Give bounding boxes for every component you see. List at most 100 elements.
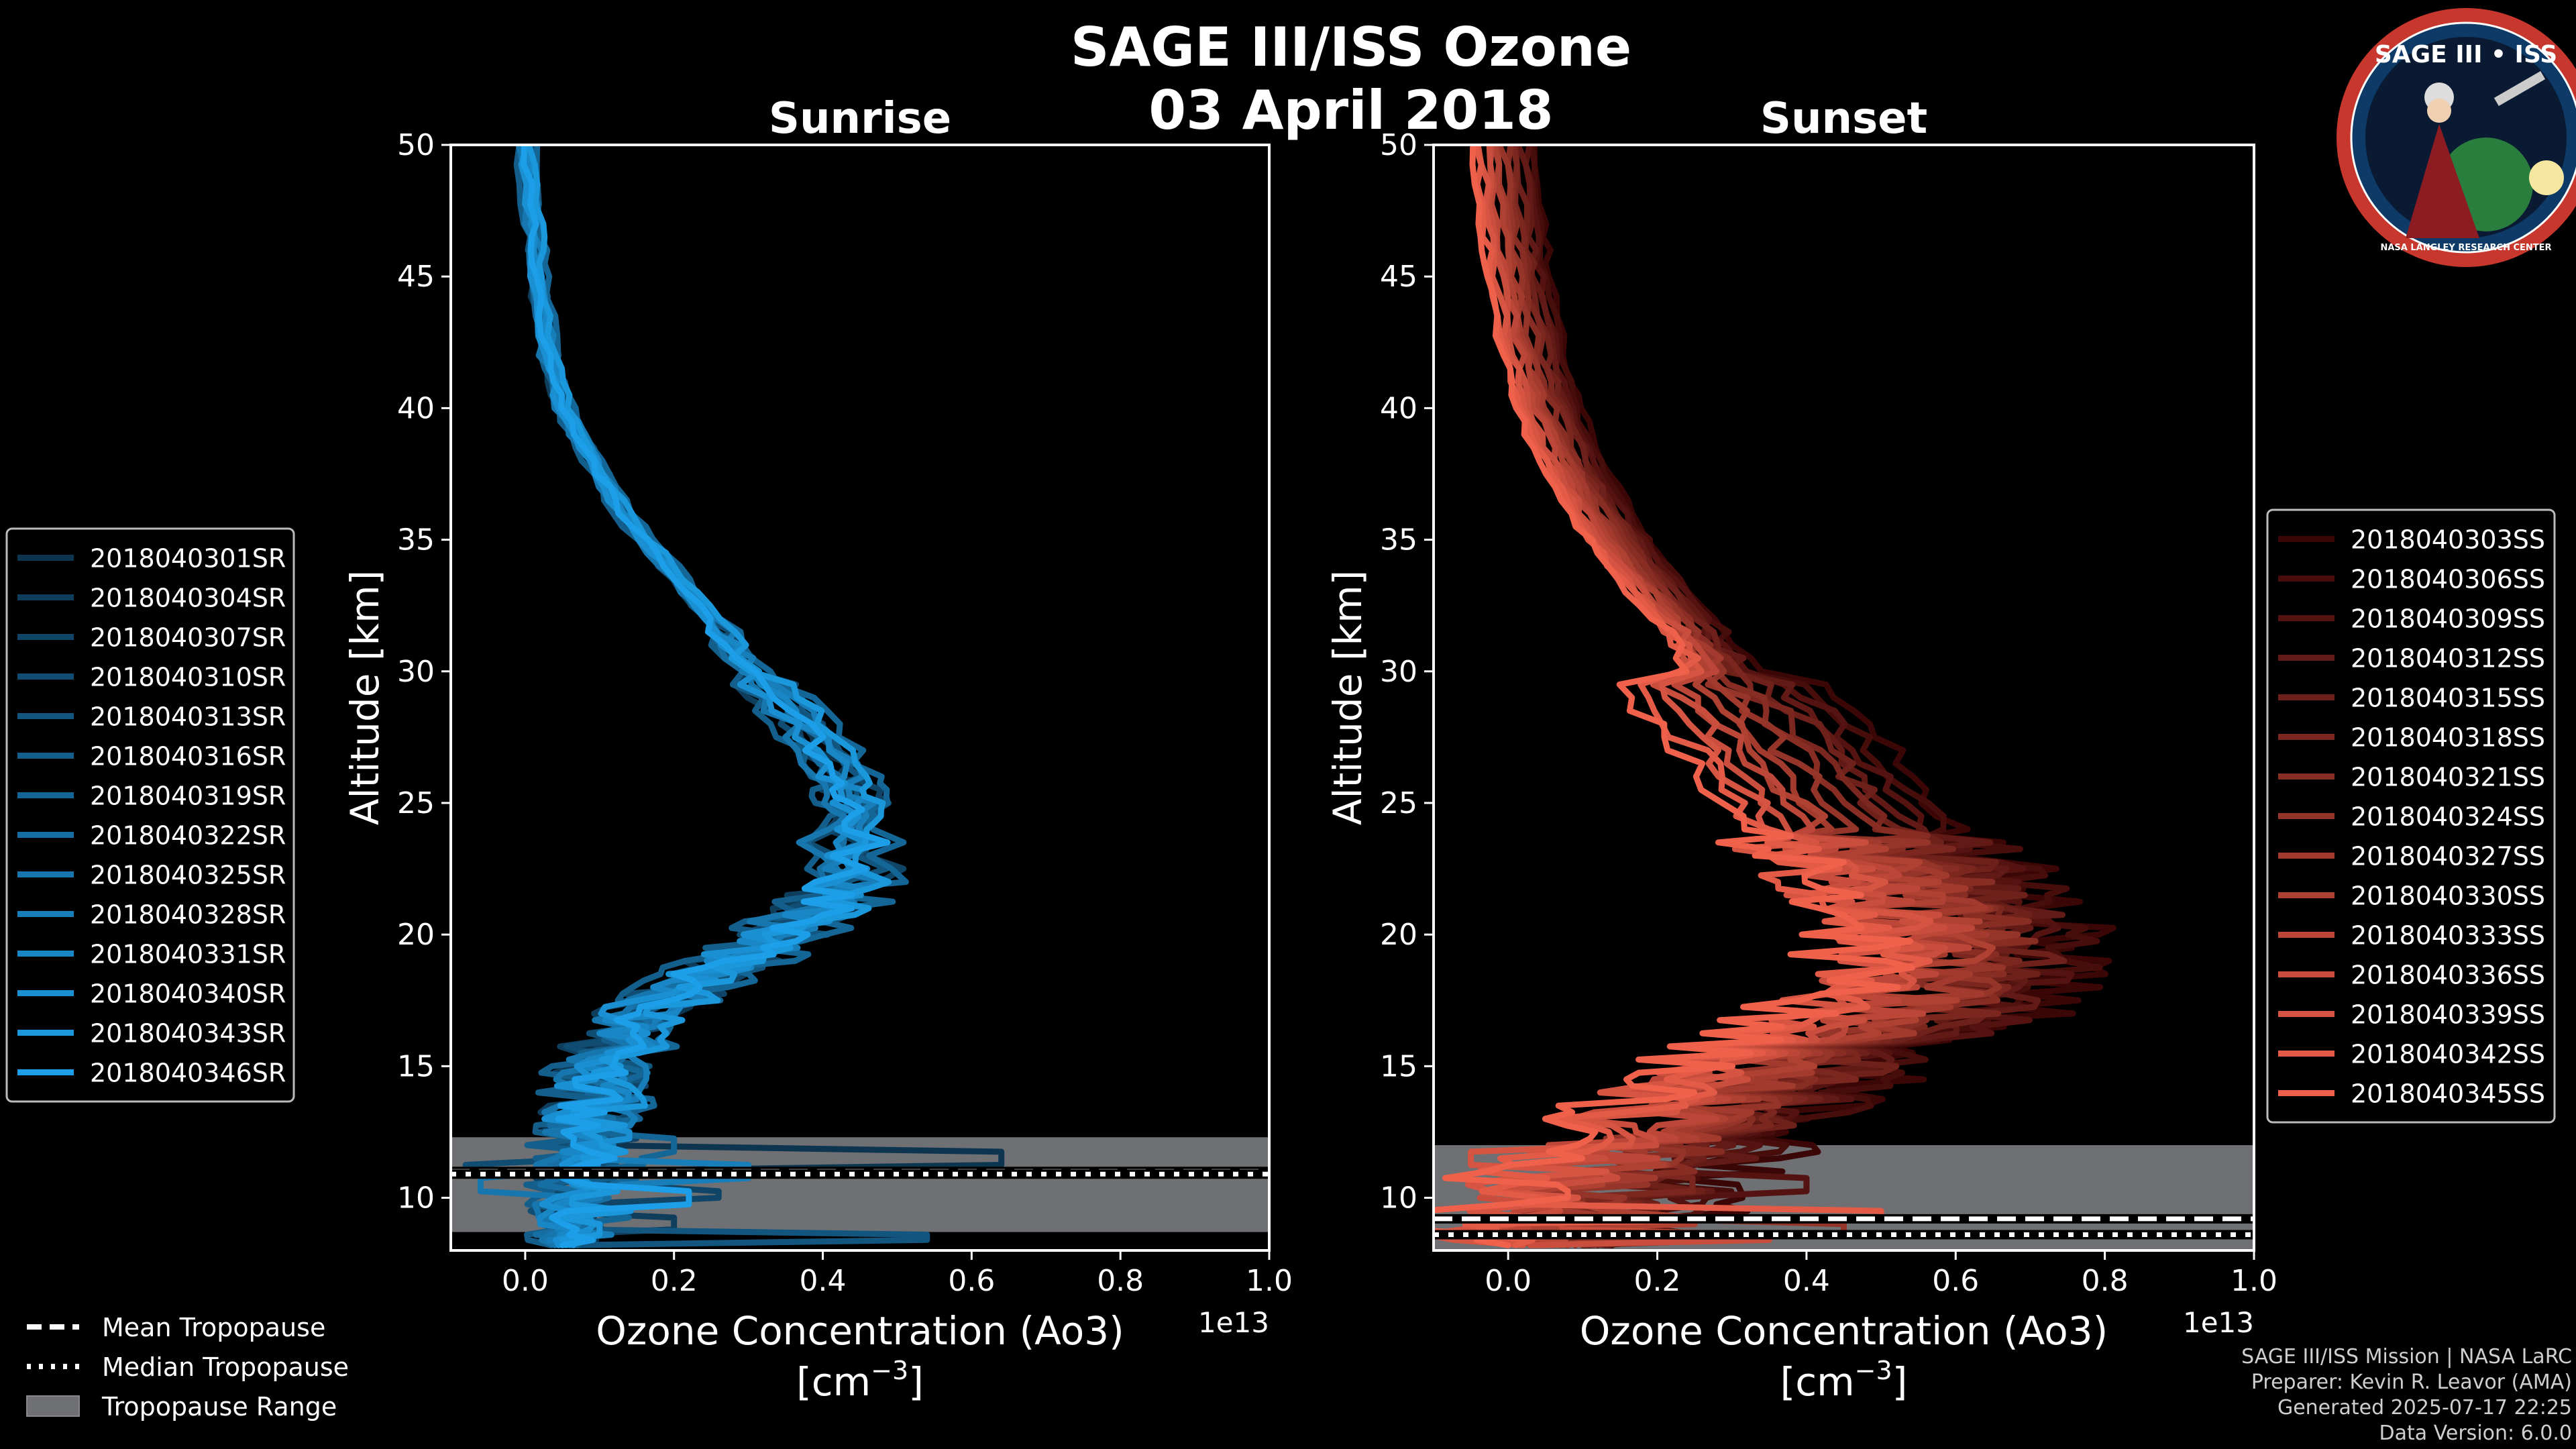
sunset-legend-label: 2018040333SS: [2351, 921, 2545, 951]
sunset-legend-label: 2018040321SS: [2351, 763, 2545, 792]
sunset-legend-label: 2018040309SS: [2351, 604, 2545, 634]
sunrise-x-axis-unit: [cm−3]: [796, 1356, 924, 1405]
sunset-x-tick-label: 0.6: [1932, 1264, 1979, 1298]
sunset-legend-label: 2018040318SS: [2351, 723, 2545, 753]
sunset-x-tick-label: 1.0: [2231, 1264, 2277, 1298]
sunrise-x-tick-label: 0.6: [948, 1264, 995, 1298]
sunrise-y-tick-label: 50: [397, 128, 435, 162]
sunset-y-tick-label: 35: [1380, 523, 1417, 557]
sunrise-series-line: [526, 145, 892, 1248]
sunset-y-tick-label: 20: [1380, 918, 1417, 952]
sunrise-y-axis-label: Altitude [km]: [342, 570, 388, 825]
sunset-y-tick-label: 40: [1380, 391, 1417, 425]
sunset-legend: 2018040303SS 2018040306SS 2018040309SS 2018…: [2266, 508, 2556, 1124]
tropopause-range-label: Tropopause Range: [101, 1392, 337, 1421]
sunrise-offset-text: 1e13: [1198, 1306, 1269, 1339]
figure-title-line2: 03 April 2018: [1148, 79, 1553, 142]
sunrise-series-group: [462, 145, 1005, 1248]
sage-iii-iss-badge: SAGE III • ISS NASA LANGLEY RESEARCH CEN…: [2337, 8, 2576, 267]
figure-title-line1: SAGE III/ISS Ozone: [1071, 16, 1631, 78]
sunrise-x-axis-label: Ozone Concentration (Ao3): [596, 1308, 1124, 1354]
sunset-panel-title: Sunset: [1760, 94, 1927, 144]
sunset-x-axis-label: Ozone Concentration (Ao3): [1580, 1308, 2108, 1354]
sunset-legend-label: 2018040312SS: [2351, 644, 2545, 674]
sunrise-x-tick-label: 0.0: [502, 1264, 549, 1298]
sunset-series-line: [1472, 145, 1976, 1248]
sunset-y-tick-label: 45: [1380, 260, 1417, 294]
sunrise-series-line: [521, 145, 891, 1248]
sunrise-legend-label: 2018040307SR: [90, 623, 286, 653]
sunset-axes-frame: [1432, 144, 2255, 1252]
sunrise-legend-label: 2018040343SR: [90, 1019, 286, 1049]
sunset-y-axis-label: Altitude [km]: [1325, 570, 1371, 825]
sunrise-x-tick-label: 0.4: [800, 1264, 847, 1298]
sunset-y-tick-label: 15: [1380, 1049, 1417, 1083]
credits-preparer: Preparer: Kevin R. Leavor (AMA): [2251, 1371, 2572, 1394]
sunset-legend-label: 2018040303SS: [2351, 525, 2545, 555]
sunset-series-line: [1477, 145, 1949, 1248]
sunrise-legend-label: 2018040304SR: [90, 584, 286, 613]
sunrise-y-tick-label: 35: [397, 523, 435, 557]
sunrise-y-tick-label: 20: [397, 918, 435, 952]
credits-data-version: Data Version: 6.0.0: [2379, 1421, 2572, 1445]
sunrise-axes-frame: [449, 144, 1271, 1252]
sunrise-panel-title: Sunrise: [769, 94, 951, 144]
sunset-series-group: [1434, 145, 2116, 1248]
credits-mission: SAGE III/ISS Mission | NASA LaRC: [2241, 1345, 2572, 1368]
sunset-x-tick-label: 0.4: [1783, 1264, 1830, 1298]
sunrise-legend-label: 2018040301SR: [90, 544, 286, 574]
sunset-legend-label: 2018040327SS: [2351, 842, 2545, 871]
sunrise-legend-label: 2018040346SR: [90, 1059, 286, 1088]
sunset-panel: 0.0 0.2 0.4 0.6 0.8 1.0 10 15 20 25 30 35 40 45 50 1e13…: [1325, 94, 2277, 1405]
sunset-x-axis-unit: [cm−3]: [1780, 1356, 1908, 1405]
sunset-y-tick-label: 25: [1380, 786, 1417, 820]
sunrise-y-tick-label: 45: [397, 260, 435, 294]
sunset-x-tick-label: 0.8: [2082, 1264, 2129, 1298]
sunset-legend-label: 2018040336SS: [2351, 961, 2545, 990]
sunset-x-tick-label: 0.0: [1485, 1264, 1532, 1298]
sunset-legend-label: 2018040306SS: [2351, 565, 2545, 594]
sunset-legend-label: 2018040330SS: [2351, 881, 2545, 911]
sunrise-legend-label: 2018040316SR: [90, 742, 286, 771]
tropopause-range-swatch: [26, 1395, 80, 1417]
mean-tropopause-label: Mean Tropopause: [102, 1313, 325, 1342]
sunset-x-tick-label: 0.2: [1634, 1264, 1681, 1298]
sunrise-y-tick-label: 30: [397, 655, 435, 689]
sunset-legend-frame: [2266, 508, 2556, 1124]
sunrise-legend-label: 2018040322SR: [90, 821, 286, 851]
sunset-series-line: [1434, 145, 1915, 1248]
sunrise-legend-label: 2018040331SR: [90, 940, 286, 969]
sunrise-legend-label: 2018040328SR: [90, 900, 286, 930]
sunrise-panel: 0.0 0.2 0.4 0.6 0.8 1.0 10 15 20 25 30 35 40 45 50 1e13…: [342, 94, 1293, 1405]
credits-generated: Generated 2025-07-17 22:25: [2277, 1396, 2572, 1419]
sunset-legend-label: 2018040339SS: [2351, 1000, 2545, 1030]
sunrise-y-tick-label: 15: [397, 1049, 435, 1083]
sunrise-y-tick-label: 25: [397, 786, 435, 820]
sunrise-y-tick-label: 40: [397, 391, 435, 425]
sunset-y-tick-label: 10: [1380, 1181, 1417, 1216]
badge-caption: NASA LANGLEY RESEARCH CENTER: [2380, 243, 2551, 253]
sunset-legend-label: 2018040324SS: [2351, 802, 2545, 832]
sunset-legend-label: 2018040345SS: [2351, 1079, 2545, 1109]
sunset-y-tick-label: 30: [1380, 655, 1417, 689]
sunrise-legend-label: 2018040325SR: [90, 861, 286, 890]
sunset-series-line: [1483, 145, 1996, 1248]
sunset-legend-label: 2018040342SS: [2351, 1040, 2545, 1069]
sunset-series-line: [1462, 145, 1933, 1248]
tropopause-legend: Mean Tropopause Median Tropopause Tropop…: [26, 1313, 349, 1421]
median-tropopause-label: Median Tropopause: [102, 1352, 349, 1382]
sunset-legend-label: 2018040315SS: [2351, 684, 2545, 713]
sunrise-x-tick-label: 0.8: [1097, 1264, 1144, 1298]
sunrise-legend-label: 2018040310SR: [90, 663, 286, 692]
sunrise-legend-label: 2018040313SR: [90, 702, 286, 732]
sunrise-legend-frame: [5, 527, 295, 1103]
sunrise-legend: 2018040301SR 2018040304SR 2018040307SR 2018…: [5, 527, 295, 1103]
sunrise-x-tick-label: 1.0: [1246, 1264, 1293, 1298]
sunrise-legend-label: 2018040340SR: [90, 979, 286, 1009]
sunset-offset-text: 1e13: [2183, 1306, 2254, 1339]
credits-block: SAGE III/ISS Mission | NASA LaRC Prepare…: [2241, 1344, 2572, 1446]
badge-title: SAGE III • ISS: [2375, 41, 2557, 68]
sunset-series-line: [1434, 145, 1934, 1248]
sunset-y-tick-label: 50: [1380, 128, 1417, 162]
